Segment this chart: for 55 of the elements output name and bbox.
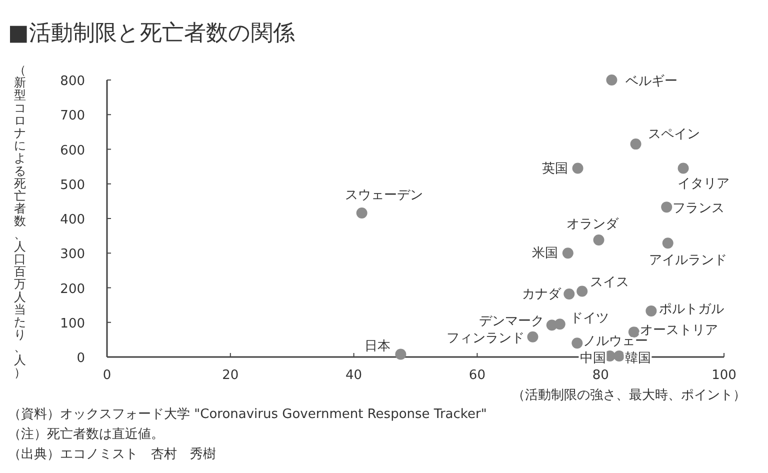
x-tick-label: 100	[712, 368, 736, 383]
point	[564, 288, 575, 300]
annotation: ドイツ	[570, 311, 609, 326]
point	[562, 248, 574, 259]
point	[628, 326, 640, 338]
y-tick-label: 800	[60, 74, 85, 89]
x-tick-label: 80	[592, 368, 609, 383]
point	[661, 202, 672, 213]
annotation: ベルギー	[626, 74, 678, 89]
annotation: 日本	[364, 339, 391, 354]
annotation: 英国	[542, 161, 568, 176]
x-tick-label: 20	[222, 368, 239, 383]
point	[572, 162, 584, 174]
point	[606, 74, 618, 86]
x-tick-label: 40	[346, 368, 362, 383]
annotation: スペイン	[648, 127, 700, 142]
point	[527, 331, 538, 342]
point	[614, 350, 625, 362]
point	[646, 305, 657, 316]
point	[546, 320, 558, 331]
point	[576, 286, 588, 297]
annotation: 米国	[532, 246, 558, 262]
y-tick-label: 700	[60, 108, 85, 124]
point	[630, 138, 642, 150]
text: （注）死亡者数は直近値。	[8, 426, 164, 442]
y-tick-label: 0	[76, 351, 85, 366]
point	[395, 348, 406, 360]
annotation: フランス	[672, 201, 725, 216]
text: （出典）エコノミスト 杏村 秀樹	[8, 447, 216, 462]
x-tick-label: 60	[468, 368, 486, 383]
y-tick-label: 400	[60, 212, 85, 228]
y-tick-label: 200	[60, 282, 85, 297]
annotation: アイルランド	[648, 253, 727, 268]
annotation: ポルトガル	[659, 302, 724, 317]
y-tick-label: 600	[60, 143, 85, 158]
y-tick-label: 100	[60, 316, 85, 332]
point	[572, 338, 583, 349]
annotation: カナダ	[522, 286, 562, 302]
annotation: イタリア	[677, 176, 730, 192]
annotation: スイス	[590, 275, 630, 290]
annotation: オランダ	[566, 216, 620, 232]
point	[593, 234, 604, 246]
y-tick-label: 500	[60, 178, 85, 193]
x-tick-label: 0	[102, 368, 112, 383]
annotation: スウェーデン	[344, 188, 423, 203]
x-axis-title: （活動制限の強さ、最大時、ポイント）	[512, 388, 746, 403]
annotation: デンマーク	[478, 314, 544, 330]
point	[678, 162, 689, 174]
y-tick-label: 300	[60, 247, 85, 262]
text: （新型コロナによる死亡者数、人口百万人当たり、人）	[14, 63, 26, 380]
point	[356, 207, 368, 218]
annotation: フィンランド	[446, 330, 525, 346]
point	[662, 238, 674, 249]
text: （資料）オックスフォード大学 "Coronavirus Government Response Tracker"	[8, 407, 487, 422]
chart-title: ■活動制限と死亡者数の関係	[8, 21, 295, 46]
